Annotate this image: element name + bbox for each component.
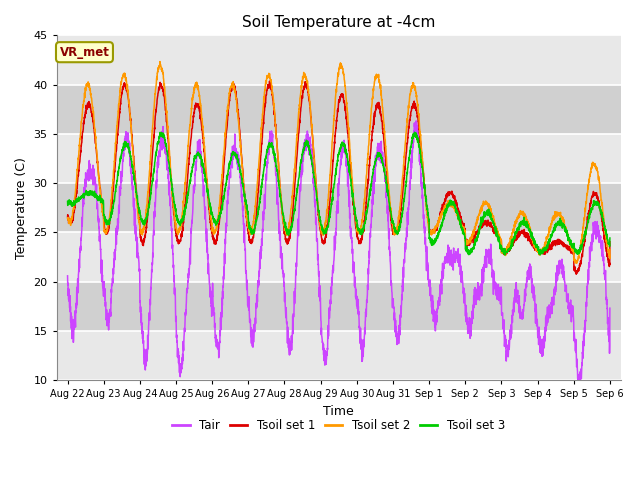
Tair [596,232,604,238]
Tsoil set 3 [64,199,72,204]
Tair [125,151,133,157]
Tsoil set 3 [125,149,133,155]
Title: Soil Temperature at -4cm: Soil Temperature at -4cm [242,15,435,30]
Tsoil set 1 [157,85,165,91]
Line: Tsoil set 3: Tsoil set 3 [68,132,610,255]
Tair [537,348,545,354]
Tsoil set 3 [295,175,303,180]
Y-axis label: Temperature (C): Temperature (C) [15,157,28,259]
Tair [606,305,614,311]
Tsoil set 1 [572,271,580,277]
Tsoil set 2 [125,105,133,111]
Text: VR_met: VR_met [60,46,109,59]
Tair [412,118,420,124]
Tsoil set 3 [157,133,165,139]
Line: Tsoil set 1: Tsoil set 1 [68,81,610,274]
Legend: Tair, Tsoil set 1, Tsoil set 2, Tsoil set 3: Tair, Tsoil set 1, Tsoil set 2, Tsoil se… [168,414,510,437]
X-axis label: Time: Time [323,405,354,418]
Tsoil set 3 [538,250,545,255]
Bar [57,232,621,282]
Tsoil set 2 [573,261,580,266]
Tsoil set 2 [537,249,545,255]
Tair [271,166,279,172]
Tair [576,386,584,392]
Tsoil set 1 [606,239,614,245]
Tsoil set 1 [266,78,273,84]
Tsoil set 3 [596,206,604,212]
Tsoil set 2 [272,126,280,132]
Tsoil set 1 [596,205,604,211]
Tsoil set 1 [64,214,72,220]
Tsoil set 2 [156,59,164,64]
Tair [64,273,72,279]
Bar [57,183,621,232]
Line: Tsoil set 2: Tsoil set 2 [68,61,610,264]
Tsoil set 1 [272,122,280,128]
Bar [57,331,621,380]
Tair [157,129,165,134]
Tsoil set 3 [501,252,509,258]
Tair [295,210,303,216]
Tsoil set 2 [596,180,604,185]
Tsoil set 2 [296,107,303,112]
Tsoil set 3 [606,235,614,241]
Line: Tair: Tair [68,121,610,389]
Bar [57,282,621,331]
Tsoil set 1 [537,248,545,253]
Bar [57,36,621,84]
Tsoil set 3 [411,129,419,135]
Bar [57,84,621,134]
Tsoil set 1 [125,104,133,109]
Tsoil set 3 [271,156,279,161]
Tsoil set 2 [606,247,614,252]
Tsoil set 2 [64,216,72,221]
Tsoil set 1 [296,124,303,130]
Tsoil set 2 [158,66,166,72]
Bar [57,134,621,183]
